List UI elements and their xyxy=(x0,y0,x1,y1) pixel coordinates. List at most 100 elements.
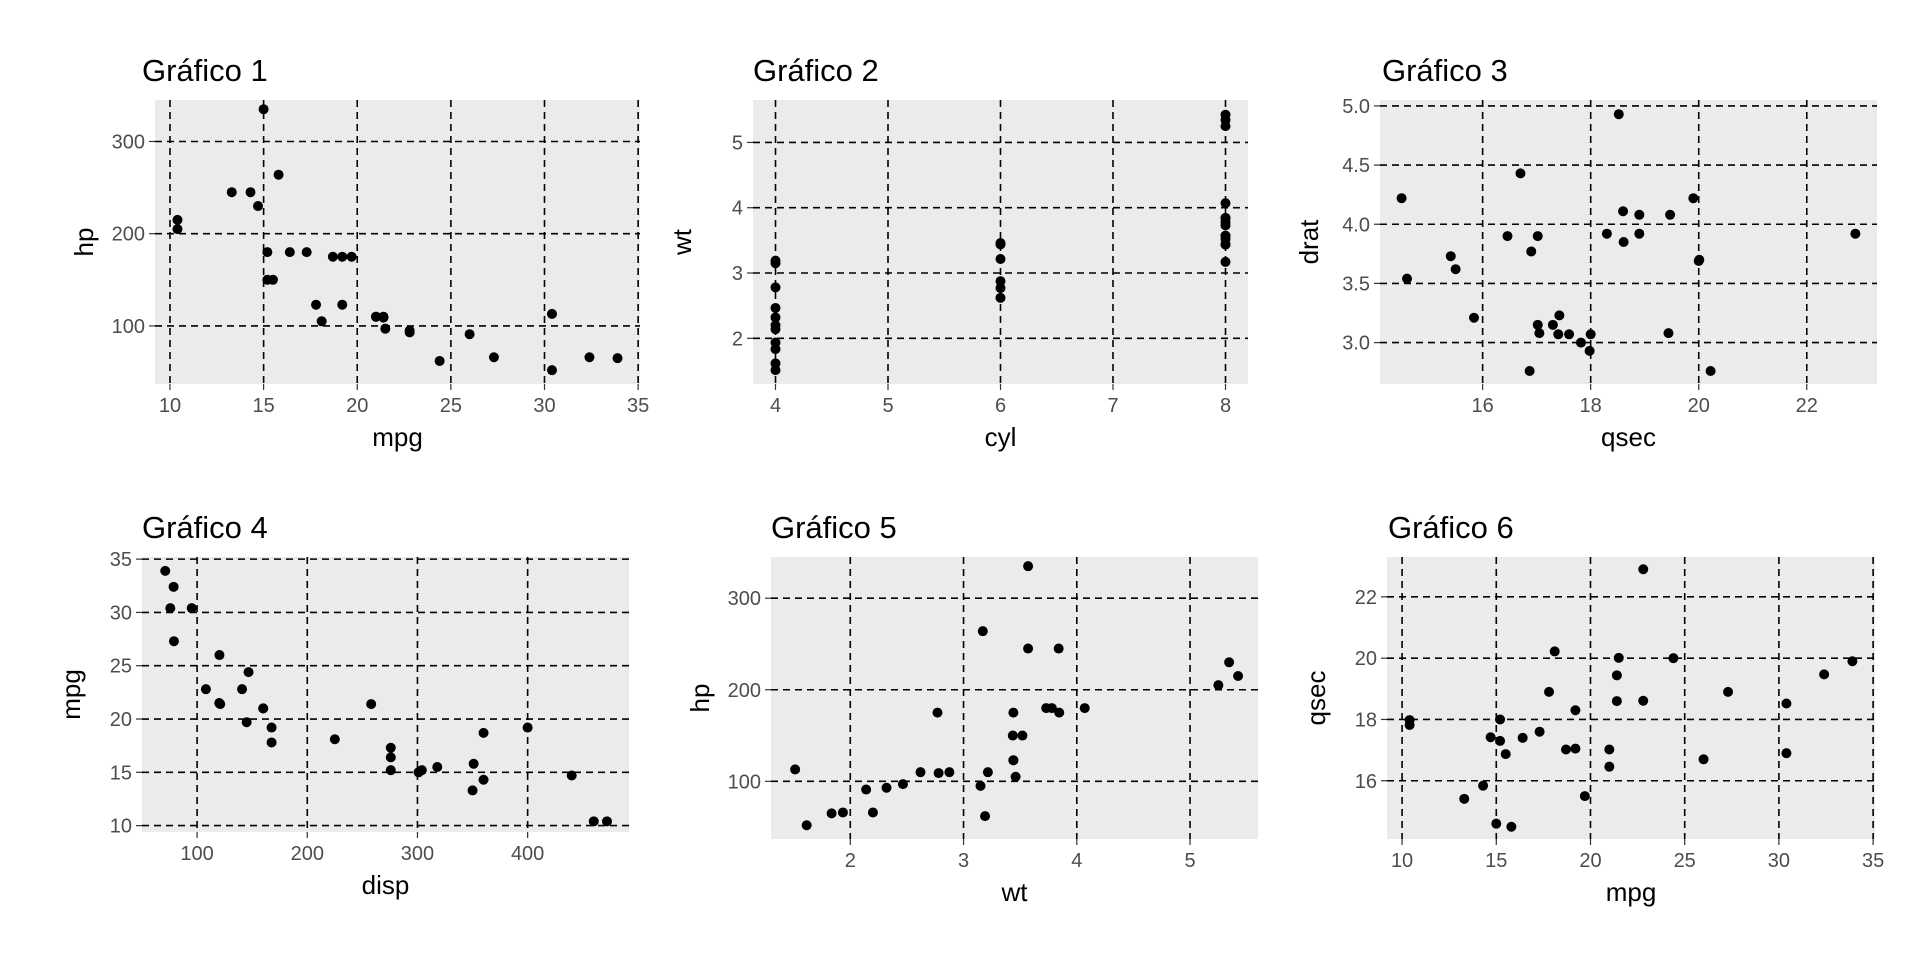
data-point xyxy=(1585,329,1596,340)
data-point xyxy=(826,808,837,819)
data-point xyxy=(258,104,269,115)
data-point xyxy=(1564,329,1575,340)
x-tick-label: 35 xyxy=(1862,850,1884,872)
x-tick-label: 20 xyxy=(1688,395,1710,417)
data-point xyxy=(1618,206,1629,217)
data-point xyxy=(1500,749,1511,760)
data-point xyxy=(380,323,391,334)
data-point xyxy=(770,282,781,293)
y-tick-label: 3.0 xyxy=(1342,333,1370,355)
data-point xyxy=(478,727,489,738)
data-point xyxy=(1613,109,1624,120)
data-point xyxy=(1396,193,1407,204)
y-tick-label: 4.0 xyxy=(1342,214,1370,236)
data-point xyxy=(861,784,872,795)
plot-title: Gráfico 4 xyxy=(142,510,268,545)
plot-title: Gráfico 3 xyxy=(1382,53,1508,88)
data-point xyxy=(1023,561,1034,572)
data-point xyxy=(915,767,926,778)
data-point xyxy=(1054,707,1065,718)
data-point xyxy=(273,169,284,180)
x-tick-label: 200 xyxy=(291,843,324,865)
y-axis-label: drat xyxy=(1294,219,1324,265)
data-point xyxy=(1611,670,1622,681)
data-point xyxy=(1402,273,1413,284)
data-point xyxy=(160,565,171,576)
plot-panel-6: Gráfico 6 10 15 20 25 30 35 16 18 20 22 mpg qsec xyxy=(1301,510,1884,907)
plot-title: Gráfico 6 xyxy=(1388,510,1514,545)
x-tick-label: 25 xyxy=(1674,850,1696,872)
data-point xyxy=(1723,686,1734,697)
y-tick-label: 25 xyxy=(110,656,132,678)
plot-panel-3: Gráfico 3 16 18 20 22 3.0 3.5 4.0 4.5 5.0 qsec drat xyxy=(1294,53,1877,452)
data-point xyxy=(237,684,248,695)
y-tick-label: 30 xyxy=(110,602,132,624)
y-tick-label: 5 xyxy=(732,132,743,154)
data-point xyxy=(1694,254,1705,265)
data-point xyxy=(1506,821,1517,832)
data-point xyxy=(165,603,176,614)
data-point xyxy=(1547,319,1558,330)
data-point xyxy=(1549,646,1560,657)
data-point xyxy=(1515,168,1526,179)
data-point xyxy=(1819,669,1830,680)
data-point xyxy=(243,667,254,678)
x-tick-label: 6 xyxy=(995,395,1006,417)
x-tick-label: 10 xyxy=(1391,850,1413,872)
data-point xyxy=(1634,228,1645,239)
data-point xyxy=(1604,744,1615,755)
y-tick-label: 2 xyxy=(732,328,743,350)
data-point xyxy=(1459,793,1470,804)
x-tick-label: 35 xyxy=(627,395,649,417)
data-point xyxy=(1638,564,1649,575)
data-point xyxy=(1517,732,1528,743)
data-point xyxy=(1233,671,1244,682)
data-point xyxy=(266,722,277,733)
panel-background xyxy=(142,557,629,832)
y-tick-label: 300 xyxy=(112,131,145,153)
data-point xyxy=(1698,754,1709,765)
data-point xyxy=(346,251,357,262)
x-tick-label: 5 xyxy=(1184,850,1195,872)
data-point xyxy=(214,650,225,661)
x-tick-label: 4 xyxy=(770,395,781,417)
data-point xyxy=(1008,707,1019,718)
x-tick-label: 18 xyxy=(1580,395,1602,417)
data-point xyxy=(385,765,396,776)
data-point xyxy=(1847,656,1858,667)
y-tick-label: 4.5 xyxy=(1342,155,1370,177)
plot-title: Gráfico 5 xyxy=(771,510,897,545)
y-tick-label: 4 xyxy=(732,198,743,220)
data-point xyxy=(995,239,1006,250)
data-point xyxy=(995,283,1006,294)
data-point xyxy=(1502,231,1513,242)
data-point xyxy=(881,782,892,793)
data-point xyxy=(1781,698,1792,709)
data-point xyxy=(837,807,848,818)
data-point xyxy=(1053,643,1064,654)
data-point xyxy=(1570,705,1581,716)
data-point xyxy=(337,299,348,310)
data-point xyxy=(1604,761,1615,772)
y-tick-label: 15 xyxy=(110,762,132,784)
data-point xyxy=(1665,209,1676,220)
data-point xyxy=(168,581,179,592)
x-tick-label: 400 xyxy=(511,843,544,865)
y-axis-label: wt xyxy=(667,228,697,256)
data-point xyxy=(770,324,781,335)
data-point xyxy=(546,365,557,376)
data-point xyxy=(1584,345,1595,356)
data-point xyxy=(258,703,269,714)
data-point xyxy=(982,767,993,778)
data-point xyxy=(478,774,489,785)
data-point xyxy=(1220,256,1231,267)
plot-title: Gráfico 1 xyxy=(142,53,268,88)
y-tick-label: 300 xyxy=(728,588,761,610)
data-point xyxy=(1544,686,1555,697)
panel-background xyxy=(155,100,640,384)
x-tick-label: 22 xyxy=(1796,395,1818,417)
plot-panel-4: Gráfico 4 100 200 300 400 10 15 20 25 30 35 disp mpg xyxy=(56,510,629,900)
x-tick-label: 15 xyxy=(1485,850,1507,872)
data-point xyxy=(1495,714,1506,725)
x-tick-label: 100 xyxy=(180,843,213,865)
